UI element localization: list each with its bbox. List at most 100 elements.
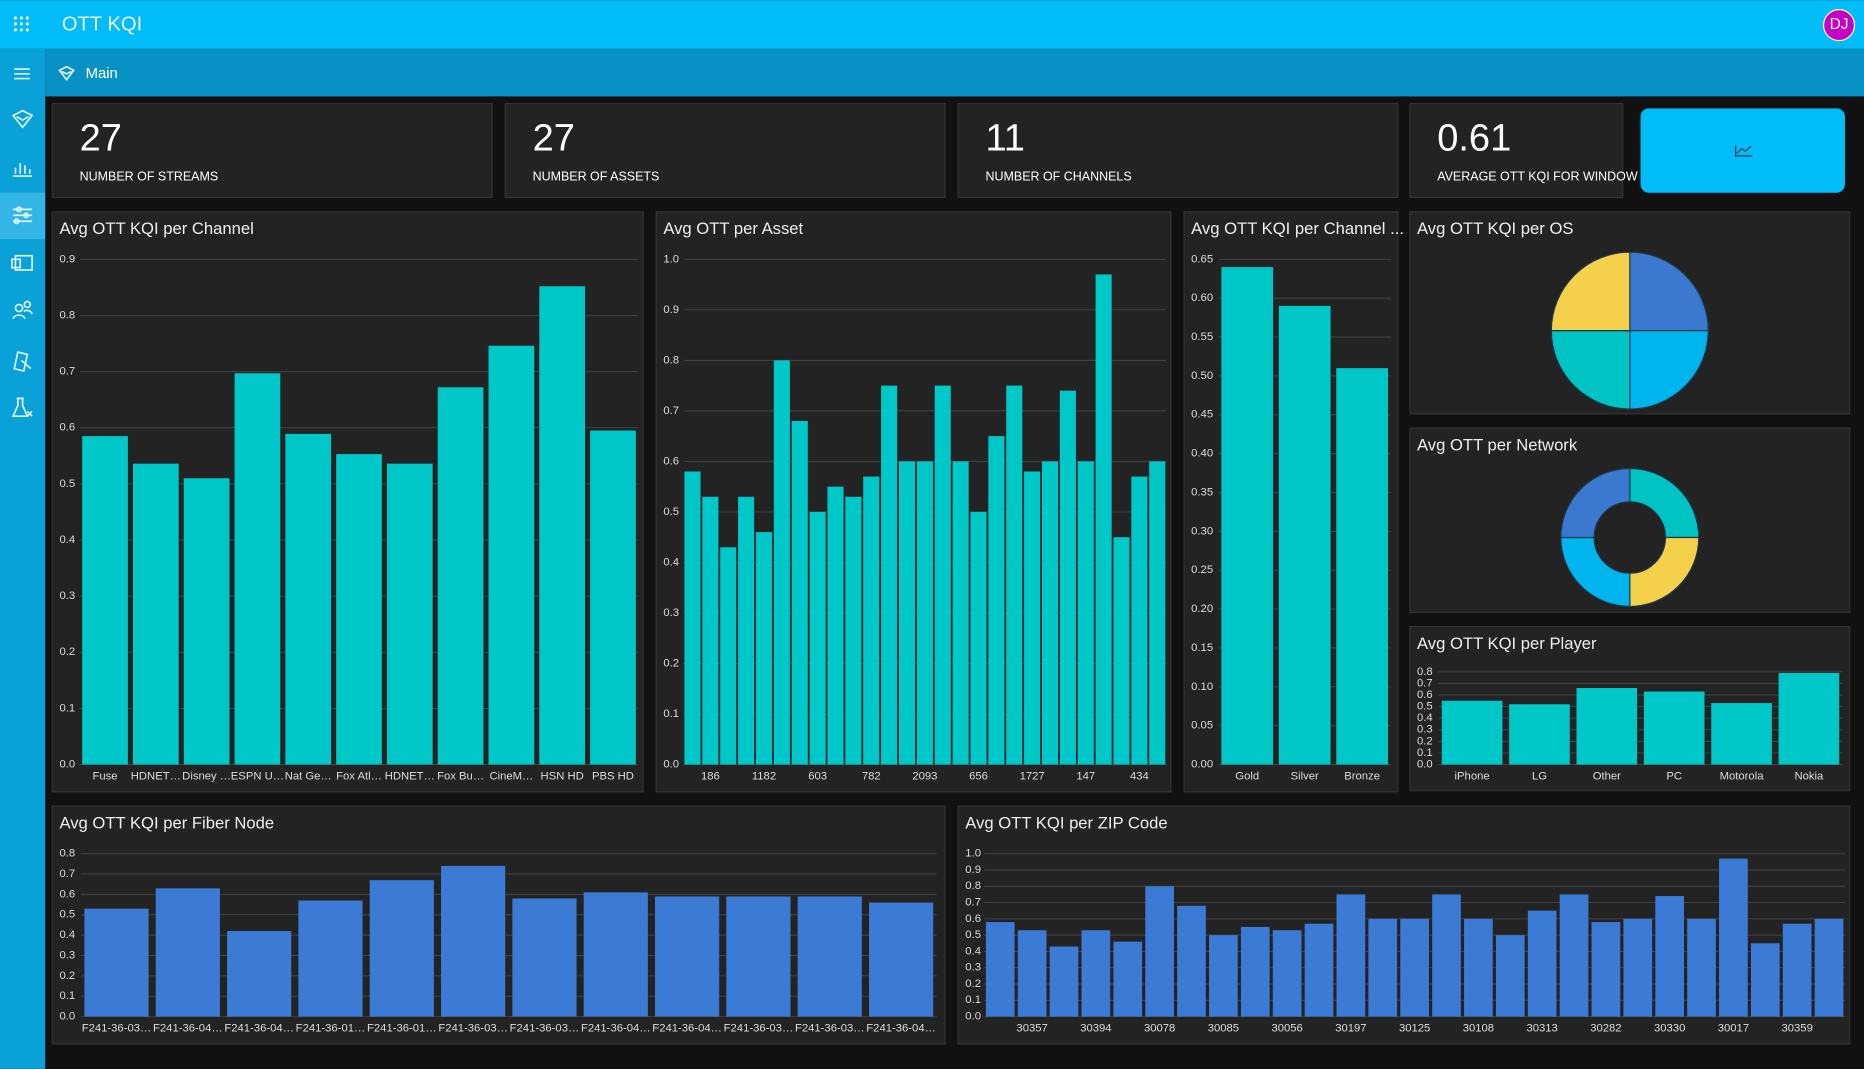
y-tick-label: 0.4: [965, 945, 981, 957]
nav-icon[interactable]: [11, 109, 34, 129]
bar: [1059, 390, 1076, 765]
y-tick-label: 0.2: [965, 978, 981, 990]
chart-title: Avg OTT KQI per OS: [1417, 219, 1573, 238]
bar: [441, 865, 506, 1017]
bar: [1006, 385, 1023, 765]
bar: [738, 496, 755, 765]
y-tick-label: 0.7: [59, 868, 75, 880]
bar: [1623, 918, 1653, 1017]
bar: [437, 387, 484, 765]
y-tick-label: 0.6: [1417, 689, 1433, 701]
y-tick-label: 0.0: [663, 759, 679, 771]
x-tick-label: Motorola: [1720, 770, 1765, 782]
bar: [1814, 918, 1844, 1017]
bar: [1509, 704, 1570, 765]
chart-title: Avg OTT per Network: [1417, 435, 1578, 454]
chart-title: Avg OTT per Asset: [663, 219, 803, 238]
y-tick-label: 0.0: [59, 1011, 75, 1023]
y-tick-label: 0.4: [1417, 712, 1433, 724]
y-tick-label: 0.8: [965, 880, 981, 892]
x-tick-label: HDNET…: [385, 770, 435, 782]
bar: [988, 436, 1005, 765]
x-tick-label: 30108: [1463, 1022, 1494, 1034]
y-tick-label: 0.1: [965, 994, 981, 1006]
bar: [1687, 918, 1716, 1017]
y-tick-label: 0.10: [1191, 681, 1213, 693]
avatar[interactable]: [1822, 9, 1856, 42]
y-tick-label: 0.5: [965, 929, 981, 941]
y-tick-label: 0.65: [1191, 253, 1213, 265]
y-tick-label: 1.0: [965, 848, 981, 860]
bar: [1527, 910, 1557, 1017]
x-tick-label: HDNET…: [131, 770, 181, 782]
nav-icon[interactable]: [13, 206, 33, 225]
slice: [1550, 330, 1631, 410]
y-tick-label: 0.55: [1191, 331, 1213, 343]
breadcrumb[interactable]: Main: [86, 66, 118, 82]
y-tick-label: 0.8: [1417, 666, 1433, 678]
chart-title: Avg OTT KQI per Fiber Node: [59, 813, 274, 832]
bar: [1278, 305, 1331, 765]
slice: [1629, 251, 1709, 332]
bar: [898, 461, 916, 765]
x-tick-label: 147: [1076, 770, 1095, 782]
bar: [539, 286, 586, 765]
y-tick-label: 0.5: [59, 909, 75, 921]
bar: [1711, 703, 1772, 765]
nav-icon[interactable]: [13, 351, 32, 373]
bar: [1221, 267, 1274, 765]
x-tick-label: Nat Ge…: [285, 770, 332, 782]
bar: [1017, 930, 1047, 1017]
x-tick-label: F241-36-04…: [652, 1022, 722, 1034]
bar: [590, 430, 636, 765]
y-tick-label: 0.3: [59, 590, 75, 602]
nav-icon[interactable]: [11, 254, 33, 271]
nav-icon[interactable]: [11, 397, 33, 418]
y-tick-label: 0.8: [663, 354, 679, 366]
y-tick-label: 0.0: [965, 1011, 981, 1023]
nav-icon[interactable]: [13, 163, 33, 177]
bar: [155, 888, 220, 1017]
y-tick-label: 0.6: [59, 422, 75, 434]
bar: [1145, 886, 1174, 1017]
bar: [1576, 688, 1638, 765]
x-tick-label: F241-36-04…: [581, 1022, 651, 1034]
x-tick-label: 30394: [1080, 1022, 1111, 1034]
bar: [755, 532, 773, 765]
bar: [1081, 930, 1111, 1017]
y-tick-label: 0.2: [59, 646, 75, 658]
nav-icon[interactable]: [12, 300, 33, 320]
bar: [1750, 943, 1780, 1017]
y-tick-label: 0.9: [965, 864, 981, 876]
y-tick-label: 0.1: [59, 990, 75, 1002]
bar: [1177, 905, 1206, 1017]
y-tick-label: 0.00: [1191, 759, 1213, 771]
chart-button[interactable]: [1640, 108, 1845, 193]
y-tick-label: 0.7: [663, 405, 679, 417]
x-tick-label: Fox Bu…: [437, 770, 484, 782]
bar: [1464, 918, 1493, 1017]
x-tick-label: HSN HD: [541, 770, 584, 782]
y-tick-label: 0.05: [1191, 720, 1213, 732]
x-tick-label: CineM…: [489, 770, 533, 782]
x-tick-label: 1727: [1020, 770, 1045, 782]
apps-icon[interactable]: [13, 16, 29, 32]
bar: [952, 461, 969, 765]
bar: [1209, 935, 1238, 1017]
y-tick-label: 0.1: [1417, 747, 1433, 759]
y-tick-label: 0.7: [1417, 677, 1433, 689]
bar: [386, 463, 433, 765]
x-tick-label: F241-36-03…: [724, 1022, 794, 1034]
bar: [797, 896, 862, 1017]
bar: [227, 931, 292, 1017]
x-tick-label: 30330: [1654, 1022, 1685, 1034]
menu-icon[interactable]: [14, 68, 30, 80]
top-bar: [0, 0, 1864, 49]
y-tick-label: 0.25: [1191, 564, 1213, 576]
y-tick-label: 0.8: [59, 309, 75, 321]
bar: [1304, 923, 1334, 1017]
kpi-label: NUMBER OF ASSETS: [533, 170, 660, 184]
bar: [1655, 896, 1685, 1017]
x-tick-label: 30357: [1016, 1022, 1047, 1034]
x-tick-label: Nokia: [1794, 770, 1824, 782]
